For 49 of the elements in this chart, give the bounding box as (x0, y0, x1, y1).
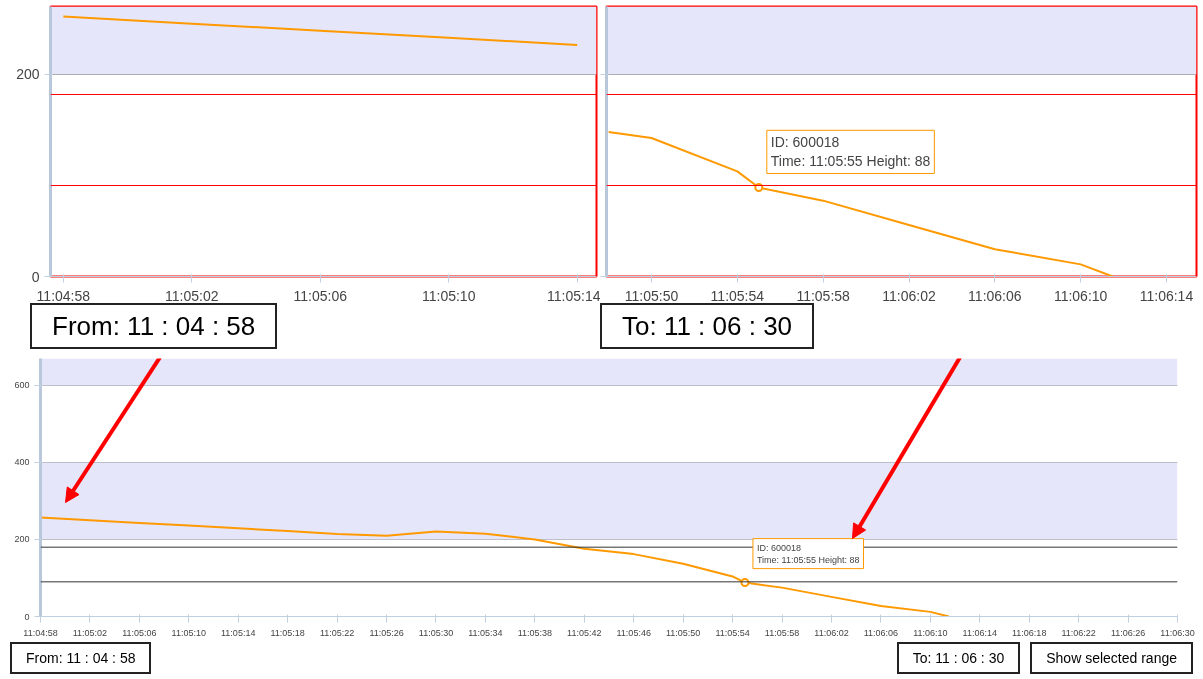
x-tick-label: 11:06:26 (1110, 627, 1146, 638)
y-tick-label: 200 (14, 534, 30, 545)
x-tick-label: 11:06:02 (814, 627, 849, 638)
x-tick-label: 11:05:50 (624, 287, 679, 304)
text: Show selected range (1030, 642, 1193, 674)
x-tick-label: 11:05:02 (72, 627, 108, 638)
x-tick-label: 11:06:02 (882, 287, 936, 304)
x-tick-label: 11:05:06 (293, 287, 348, 304)
x-tick-label: 11:05:42 (567, 627, 602, 638)
text: To: 11 : 06 : 30 (896, 642, 1021, 674)
text: To: 11 : 06 : 30 (600, 303, 815, 349)
x-tick-label: 11:05:30 (418, 627, 454, 638)
x-tick-label: 11:05:14 (547, 287, 601, 304)
x-tick-label: 11:05:54 (715, 627, 750, 638)
annotation: ID: 600018 Time: 11:05:55 Height: 88 (770, 134, 931, 170)
x-tick-label: 11:05:50 (665, 627, 701, 638)
y-tick-label: 400 (14, 457, 30, 468)
x-tick-label: 11:05:22 (319, 627, 355, 638)
x-tick-label: 11:05:06 (122, 627, 157, 638)
y-tick-label: 0 (24, 611, 30, 622)
x-tick-label: 11:05:58 (796, 287, 851, 304)
y-tick-label: 0 (31, 268, 40, 285)
annotation: ID: 600018 Time: 11:05:55 Height: 88 (756, 542, 860, 565)
text: From: 11 : 04 : 58 (10, 642, 152, 674)
x-tick-label: 11:05:02 (165, 287, 219, 304)
x-tick-label: 11:05:26 (369, 627, 404, 638)
x-tick-label: 11:05:34 (468, 627, 503, 638)
x-tick-label: 11:05:38 (517, 627, 553, 638)
x-tick-label: 11:06:14 (1139, 287, 1194, 304)
x-tick-label: 11:05:10 (171, 627, 206, 638)
x-tick-label: 11:05:54 (710, 287, 765, 304)
x-tick-label: 11:05:10 (422, 287, 476, 304)
x-tick-label: 11:05:58 (764, 627, 800, 638)
y-tick-label: 200 (16, 66, 40, 83)
x-tick-label: 11:06:10 (913, 627, 948, 638)
x-tick-label: 11:05:14 (221, 627, 256, 638)
x-tick-label: 11:06:18 (1012, 627, 1047, 638)
x-tick-label: 11:06:06 (968, 287, 1022, 304)
x-tick-label: 11:04:58 (36, 287, 91, 304)
x-tick-label: 11:06:14 (962, 627, 997, 638)
x-tick-label: 11:05:46 (616, 627, 651, 638)
y-tick-label: 600 (14, 380, 30, 391)
x-tick-label: 11:06:06 (863, 627, 899, 638)
x-tick-label: 11:06:30 (1160, 627, 1195, 638)
x-tick-label: 11:06:22 (1061, 627, 1096, 638)
x-tick-label: 11:05:18 (270, 627, 305, 638)
x-tick-label: 11:04:58 (23, 627, 58, 638)
x-tick-label: 11:06:10 (1053, 287, 1108, 304)
text: From: 11 : 04 : 58 (30, 303, 278, 349)
